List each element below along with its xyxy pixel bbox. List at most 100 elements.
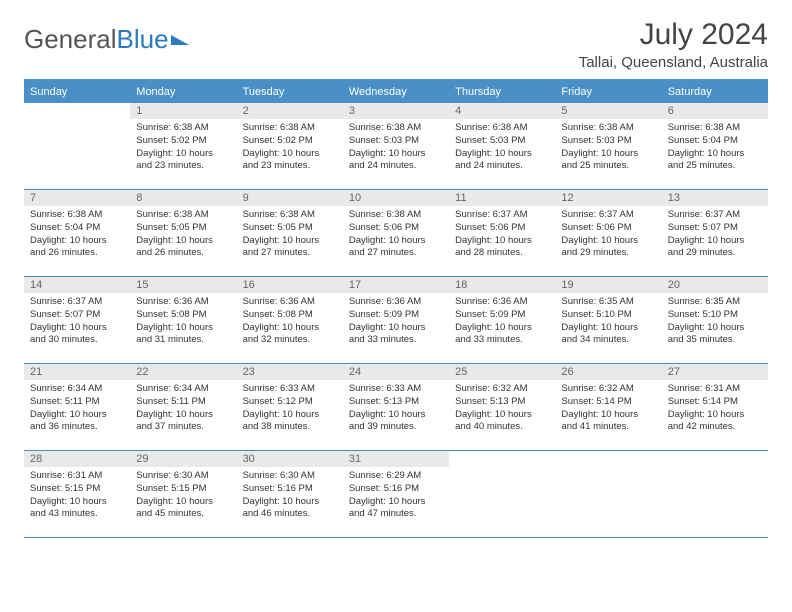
calendar-cell: 11Sunrise: 6:37 AMSunset: 5:06 PMDayligh… xyxy=(449,190,555,276)
day-number: 30 xyxy=(237,451,343,467)
day-number: 22 xyxy=(130,364,236,380)
day-details: Sunrise: 6:36 AMSunset: 5:08 PMDaylight:… xyxy=(237,293,343,351)
calendar-cell: 27Sunrise: 6:31 AMSunset: 5:14 PMDayligh… xyxy=(662,364,768,450)
day-details: Sunrise: 6:30 AMSunset: 5:15 PMDaylight:… xyxy=(130,467,236,525)
day-number: 9 xyxy=(237,190,343,206)
day-details: Sunrise: 6:34 AMSunset: 5:11 PMDaylight:… xyxy=(130,380,236,438)
calendar-cell: 1Sunrise: 6:38 AMSunset: 5:02 PMDaylight… xyxy=(130,103,236,189)
day-number: 27 xyxy=(662,364,768,380)
day-number: 10 xyxy=(343,190,449,206)
calendar-cell: 22Sunrise: 6:34 AMSunset: 5:11 PMDayligh… xyxy=(130,364,236,450)
day-number: 3 xyxy=(343,103,449,119)
day-number: 20 xyxy=(662,277,768,293)
calendar-cell xyxy=(24,103,130,189)
calendar-cell: 9Sunrise: 6:38 AMSunset: 5:05 PMDaylight… xyxy=(237,190,343,276)
weekday-label: Monday xyxy=(130,81,236,103)
calendar-cell: 30Sunrise: 6:30 AMSunset: 5:16 PMDayligh… xyxy=(237,451,343,537)
day-details: Sunrise: 6:38 AMSunset: 5:02 PMDaylight:… xyxy=(130,119,236,177)
calendar-cell: 10Sunrise: 6:38 AMSunset: 5:06 PMDayligh… xyxy=(343,190,449,276)
day-details: Sunrise: 6:29 AMSunset: 5:16 PMDaylight:… xyxy=(343,467,449,525)
calendar-cell: 21Sunrise: 6:34 AMSunset: 5:11 PMDayligh… xyxy=(24,364,130,450)
day-number: 11 xyxy=(449,190,555,206)
day-number: 4 xyxy=(449,103,555,119)
calendar-cell: 16Sunrise: 6:36 AMSunset: 5:08 PMDayligh… xyxy=(237,277,343,363)
calendar-cell xyxy=(662,451,768,537)
day-details: Sunrise: 6:38 AMSunset: 5:03 PMDaylight:… xyxy=(449,119,555,177)
day-number: 23 xyxy=(237,364,343,380)
day-number: 5 xyxy=(555,103,661,119)
calendar-cell: 18Sunrise: 6:36 AMSunset: 5:09 PMDayligh… xyxy=(449,277,555,363)
day-number: 21 xyxy=(24,364,130,380)
day-number: 6 xyxy=(662,103,768,119)
day-number: 1 xyxy=(130,103,236,119)
day-details: Sunrise: 6:36 AMSunset: 5:09 PMDaylight:… xyxy=(343,293,449,351)
day-number: 31 xyxy=(343,451,449,467)
day-details: Sunrise: 6:38 AMSunset: 5:04 PMDaylight:… xyxy=(24,206,130,264)
calendar-cell: 8Sunrise: 6:38 AMSunset: 5:05 PMDaylight… xyxy=(130,190,236,276)
calendar-cell: 12Sunrise: 6:37 AMSunset: 5:06 PMDayligh… xyxy=(555,190,661,276)
calendar-week: 21Sunrise: 6:34 AMSunset: 5:11 PMDayligh… xyxy=(24,364,768,451)
calendar-cell: 5Sunrise: 6:38 AMSunset: 5:03 PMDaylight… xyxy=(555,103,661,189)
day-number: 18 xyxy=(449,277,555,293)
day-number: 16 xyxy=(237,277,343,293)
month-title: July 2024 xyxy=(579,18,768,52)
calendar-cell: 31Sunrise: 6:29 AMSunset: 5:16 PMDayligh… xyxy=(343,451,449,537)
day-number: 8 xyxy=(130,190,236,206)
flag-icon xyxy=(171,35,189,45)
day-details: Sunrise: 6:33 AMSunset: 5:12 PMDaylight:… xyxy=(237,380,343,438)
calendar-cell: 2Sunrise: 6:38 AMSunset: 5:02 PMDaylight… xyxy=(237,103,343,189)
day-number: 24 xyxy=(343,364,449,380)
title-block: July 2024 Tallai, Queensland, Australia xyxy=(579,18,768,71)
page-header: GeneralBlue July 2024 Tallai, Queensland… xyxy=(24,18,768,71)
day-details: Sunrise: 6:37 AMSunset: 5:06 PMDaylight:… xyxy=(555,206,661,264)
weekday-label: Saturday xyxy=(662,81,768,103)
day-number: 2 xyxy=(237,103,343,119)
location-text: Tallai, Queensland, Australia xyxy=(579,54,768,71)
day-number: 19 xyxy=(555,277,661,293)
day-details: Sunrise: 6:37 AMSunset: 5:07 PMDaylight:… xyxy=(24,293,130,351)
weekday-label: Wednesday xyxy=(343,81,449,103)
weekday-label: Sunday xyxy=(24,81,130,103)
day-number: 12 xyxy=(555,190,661,206)
calendar-cell: 4Sunrise: 6:38 AMSunset: 5:03 PMDaylight… xyxy=(449,103,555,189)
calendar-week: 7Sunrise: 6:38 AMSunset: 5:04 PMDaylight… xyxy=(24,190,768,277)
day-number: 25 xyxy=(449,364,555,380)
day-details: Sunrise: 6:38 AMSunset: 5:03 PMDaylight:… xyxy=(555,119,661,177)
day-details: Sunrise: 6:38 AMSunset: 5:05 PMDaylight:… xyxy=(237,206,343,264)
calendar-week: 14Sunrise: 6:37 AMSunset: 5:07 PMDayligh… xyxy=(24,277,768,364)
day-details: Sunrise: 6:38 AMSunset: 5:04 PMDaylight:… xyxy=(662,119,768,177)
day-details: Sunrise: 6:31 AMSunset: 5:14 PMDaylight:… xyxy=(662,380,768,438)
day-details: Sunrise: 6:31 AMSunset: 5:15 PMDaylight:… xyxy=(24,467,130,525)
calendar-cell: 29Sunrise: 6:30 AMSunset: 5:15 PMDayligh… xyxy=(130,451,236,537)
brand-part1: General xyxy=(24,24,117,55)
day-number: 13 xyxy=(662,190,768,206)
calendar-cell: 3Sunrise: 6:38 AMSunset: 5:03 PMDaylight… xyxy=(343,103,449,189)
day-number: 15 xyxy=(130,277,236,293)
day-number: 26 xyxy=(555,364,661,380)
day-details: Sunrise: 6:38 AMSunset: 5:02 PMDaylight:… xyxy=(237,119,343,177)
day-number: 28 xyxy=(24,451,130,467)
weekday-header: SundayMondayTuesdayWednesdayThursdayFrid… xyxy=(24,81,768,103)
day-details: Sunrise: 6:35 AMSunset: 5:10 PMDaylight:… xyxy=(555,293,661,351)
day-number: 29 xyxy=(130,451,236,467)
day-details: Sunrise: 6:36 AMSunset: 5:09 PMDaylight:… xyxy=(449,293,555,351)
calendar-cell: 26Sunrise: 6:32 AMSunset: 5:14 PMDayligh… xyxy=(555,364,661,450)
day-details: Sunrise: 6:38 AMSunset: 5:06 PMDaylight:… xyxy=(343,206,449,264)
calendar-cell: 24Sunrise: 6:33 AMSunset: 5:13 PMDayligh… xyxy=(343,364,449,450)
calendar-cell: 6Sunrise: 6:38 AMSunset: 5:04 PMDaylight… xyxy=(662,103,768,189)
day-details: Sunrise: 6:32 AMSunset: 5:14 PMDaylight:… xyxy=(555,380,661,438)
calendar-cell: 19Sunrise: 6:35 AMSunset: 5:10 PMDayligh… xyxy=(555,277,661,363)
day-details: Sunrise: 6:33 AMSunset: 5:13 PMDaylight:… xyxy=(343,380,449,438)
day-details: Sunrise: 6:30 AMSunset: 5:16 PMDaylight:… xyxy=(237,467,343,525)
day-details: Sunrise: 6:37 AMSunset: 5:07 PMDaylight:… xyxy=(662,206,768,264)
calendar-cell: 17Sunrise: 6:36 AMSunset: 5:09 PMDayligh… xyxy=(343,277,449,363)
day-details: Sunrise: 6:38 AMSunset: 5:05 PMDaylight:… xyxy=(130,206,236,264)
brand-logo: GeneralBlue xyxy=(24,24,189,55)
calendar-cell: 20Sunrise: 6:35 AMSunset: 5:10 PMDayligh… xyxy=(662,277,768,363)
calendar-week: 1Sunrise: 6:38 AMSunset: 5:02 PMDaylight… xyxy=(24,103,768,190)
day-details: Sunrise: 6:37 AMSunset: 5:06 PMDaylight:… xyxy=(449,206,555,264)
day-number: 17 xyxy=(343,277,449,293)
day-details: Sunrise: 6:38 AMSunset: 5:03 PMDaylight:… xyxy=(343,119,449,177)
calendar-cell: 23Sunrise: 6:33 AMSunset: 5:12 PMDayligh… xyxy=(237,364,343,450)
calendar-cell: 14Sunrise: 6:37 AMSunset: 5:07 PMDayligh… xyxy=(24,277,130,363)
